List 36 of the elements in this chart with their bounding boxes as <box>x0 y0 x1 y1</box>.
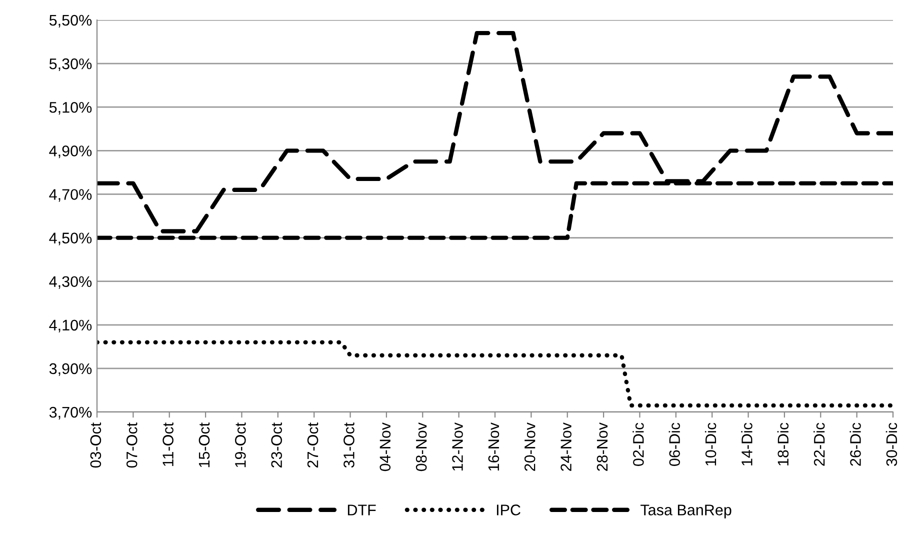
x-tick-label: 11-Oct <box>162 422 174 466</box>
x-tick-label: 30-Dic <box>886 422 898 466</box>
y-tick-label: 5,10% <box>49 102 92 115</box>
x-tick-label: 07-Oct <box>126 422 138 468</box>
y-tick-label: 4,30% <box>49 276 92 289</box>
x-tick-label: 20-Nov <box>524 422 536 471</box>
legend-label: Tasa BanRep <box>640 504 732 518</box>
x-tick-label: 15-Oct <box>198 422 210 468</box>
x-tick-label: 03-Oct <box>90 422 102 468</box>
legend-label: DTF <box>348 504 376 516</box>
legend-label: IPC <box>496 504 520 516</box>
x-tick-label: 26-Dic <box>850 422 861 466</box>
x-tick-label: 28-Nov <box>596 422 608 471</box>
x-tick-label: 31-Oct <box>344 422 354 468</box>
y-tick-label: 4,50% <box>49 232 92 246</box>
x-tick-label: 24-Nov <box>560 422 572 471</box>
x-tick-label: 18-Dic <box>777 422 789 466</box>
x-tick-label: 16-Nov <box>488 422 500 470</box>
x-tick-label: 06-Dic <box>668 422 680 466</box>
x-tick-label: 02-Dic <box>632 422 644 466</box>
x-tick-label: 10-Dic <box>704 422 716 466</box>
x-tick-label: 12-Nov <box>452 422 463 470</box>
x-tick-label: 08-Nov <box>416 422 427 472</box>
y-tick-label: 3,90% <box>49 363 92 376</box>
y-tick-label: 4,90% <box>49 146 92 158</box>
x-tick-label: 23-Oct <box>271 422 282 468</box>
x-tick-label: 22-Dic <box>814 422 825 466</box>
x-tick-label: 19-Oct <box>235 422 246 468</box>
y-tick-label: 4,70% <box>49 189 92 202</box>
y-tick-label: 4,10% <box>49 320 92 332</box>
x-tick-label: 04-Nov <box>380 422 391 472</box>
x-tick-label: 14-Dic <box>741 422 752 466</box>
y-tick-label: 5,30% <box>49 58 92 72</box>
y-tick-label: 3,70% <box>49 406 92 420</box>
x-tick-label: 27-Oct <box>307 422 318 468</box>
y-tick-label: 5,50% <box>49 14 92 28</box>
